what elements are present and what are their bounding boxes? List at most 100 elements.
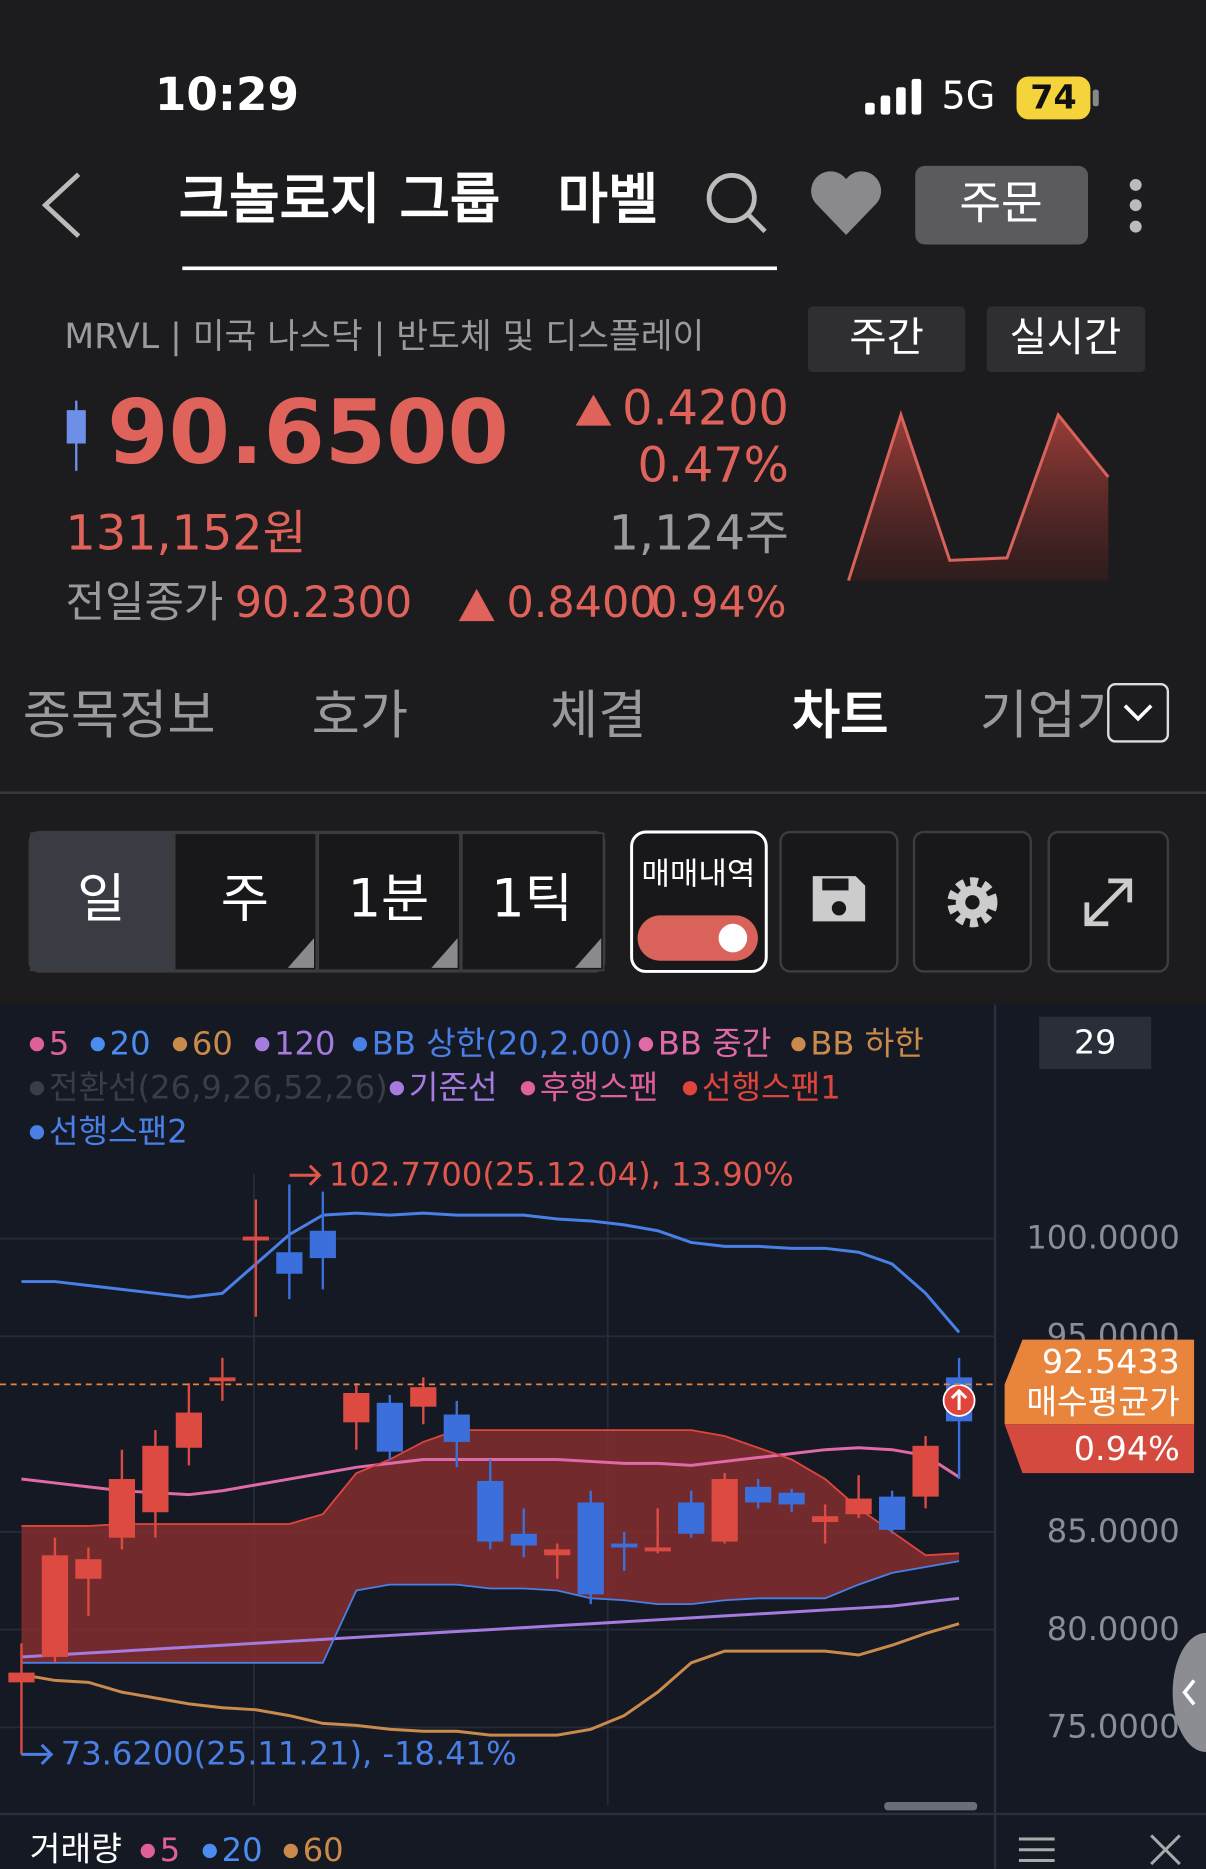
status-time: 10:29 [155,68,299,121]
scrollbar[interactable] [884,1802,978,1811]
min-marker [21,1743,54,1765]
prev-change: 0.8400 [506,578,656,628]
legend-dot [90,1036,105,1052]
candle-count: 29 [1074,1023,1116,1062]
battery [1016,76,1091,120]
legend-label[interactable]: 5 [160,1831,180,1869]
legend-label[interactable]: BB 상한(20,2.00) [372,1024,633,1062]
price-change: 0.4200 [622,381,789,436]
save-icon-slot [822,878,849,891]
side-handle[interactable] [1172,1632,1206,1753]
signal-icon [865,78,922,115]
legend-label[interactable]: 120 [274,1024,335,1062]
legend-label[interactable]: 5 [49,1024,69,1062]
up-triangle [575,394,612,426]
candle-body [778,1492,805,1505]
legend-label[interactable]: 60 [303,1831,344,1869]
tab[interactable]: 체결 [550,685,646,746]
back-button[interactable] [41,172,81,238]
max-label: 102.7700(25.12.04), 13.90% [329,1155,794,1193]
count-box [1039,1016,1152,1070]
period-selector: 일 주 1분 1틱 [28,830,606,973]
volume-legend: 5 20 60 [140,1831,344,1869]
period-button[interactable] [460,832,605,972]
indicator-line [21,1429,960,1557]
legend-label[interactable]: 전환선(26,9,26,52,26) [49,1068,388,1106]
avg-label-bottom [1004,1424,1195,1474]
fullscreen-icon [1084,878,1133,927]
period-button[interactable] [30,832,174,972]
legend-dot [791,1036,806,1052]
menu-button[interactable] [1018,1837,1055,1862]
tab[interactable]: 호가 [312,685,408,746]
tab[interactable]: 차트 [792,685,888,746]
candle-body [443,1414,470,1442]
period-label: 일 [77,868,125,929]
legend-label[interactable]: BB 중간 [658,1024,772,1062]
legend-label[interactable]: 후행스팬 [540,1068,658,1106]
tab[interactable]: 기업가치 [980,685,1173,746]
legend-label[interactable]: 20 [222,1831,263,1869]
tab-dropdown-icon [1123,704,1153,722]
candle-body [510,1533,537,1546]
status-network: 5G [941,73,995,117]
legend: 5 20 60 120 BB 상한(20,2.00) BB 중간 BB 하한전환선(26,9… [29,1024,924,1151]
legend-dot [255,1036,270,1052]
search-button[interactable] [706,173,767,234]
battery-level: 74 [1030,78,1076,117]
candle-body [845,1498,872,1515]
candle-body [75,1559,102,1579]
tab[interactable]: 종목정보 [23,685,216,746]
y-tick-label: 85.0000 [1047,1512,1180,1550]
candle-body [878,1496,906,1530]
save-icon-dot [831,901,847,916]
weekly-button[interactable] [807,306,966,373]
candle-body [276,1252,303,1274]
realtime-button[interactable] [986,306,1146,373]
period-corner [287,938,315,968]
legend-label[interactable]: 20 [110,1024,151,1062]
price-change-pct: 0.47% [637,439,788,494]
legend-label[interactable]: 선행스팬1 [702,1068,841,1106]
favorite-button[interactable] [811,171,882,235]
price-candle-icon [66,410,86,444]
legend-dot [520,1081,536,1096]
y-tick-label: 80.0000 [1047,1610,1180,1648]
legend-label[interactable]: BB 하한 [810,1024,924,1062]
up-triangle [458,588,495,622]
legend-label[interactable]: 선행스팬2 [49,1113,188,1151]
candle-body [8,1672,35,1683]
legend-dot [682,1081,698,1096]
close-button[interactable] [1150,1834,1181,1866]
order-button-label: 주문 [959,176,1042,229]
indicator-line [21,1560,960,1664]
order-button[interactable] [915,165,1089,245]
period-label: 주 [221,868,269,929]
candle-body [343,1393,370,1423]
legend-dot [29,1125,45,1140]
candle-body [912,1445,939,1497]
candle-body [309,1230,336,1259]
more-button[interactable] [1129,178,1142,233]
avg-label: 매수평균가 [1026,1383,1179,1422]
legend-label[interactable]: 기준선 [409,1068,498,1106]
trade-volume: 1,124주 [609,506,789,561]
period-button[interactable] [173,832,318,972]
legend-label[interactable]: 60 [192,1024,233,1062]
tab-dropdown[interactable] [1107,683,1170,743]
period-label: 1틱 [491,868,573,929]
indicator-line [21,1211,961,1334]
candle-body [376,1402,403,1452]
candle-body [108,1479,136,1538]
legend-dot [140,1843,155,1859]
weekly-button-label: 주간 [849,313,924,361]
candle-body [678,1502,705,1534]
legend-dot [29,1036,45,1052]
legend-dot [389,1081,404,1096]
sparkline [847,410,1110,582]
period-button[interactable] [317,832,461,972]
title-clip: 크놀로지 그룹 마벨 [179,167,659,231]
